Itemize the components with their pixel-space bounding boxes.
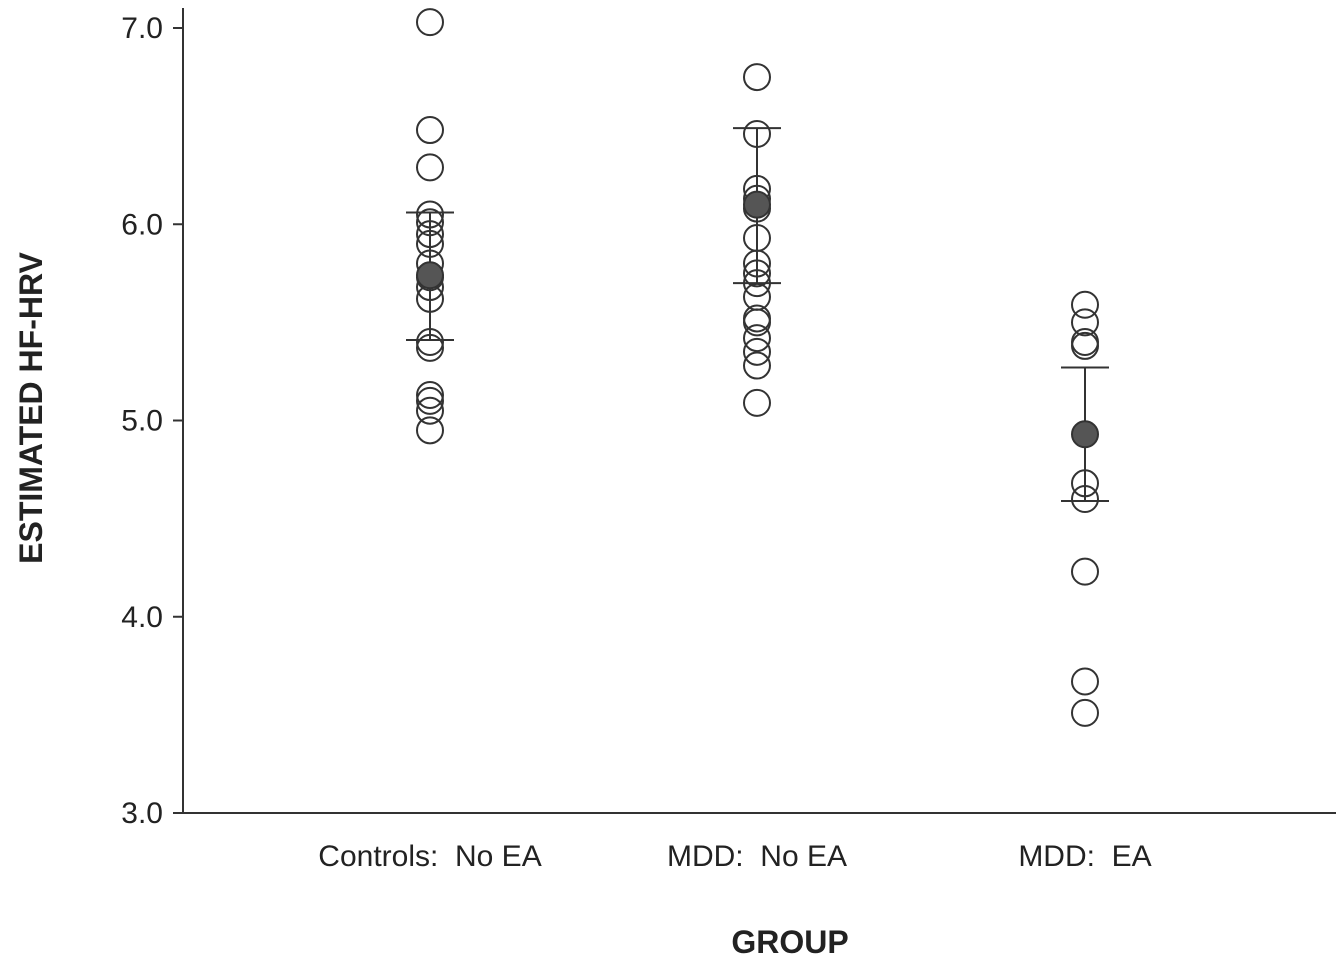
data-point [416,396,444,425]
x-axis-labels: Controls: No EA MDD: No EA MDD: EA [318,840,1151,873]
x-tick-label: MDD: No EA [667,840,847,873]
data-point [1071,331,1099,360]
data-point [743,63,771,92]
y-axis-ticks: 3.0 4.0 5.0 6.0 7.0 [121,12,183,830]
data-groups [406,8,1109,727]
x-axis-title: GROUP [731,924,848,960]
group-3 [1061,290,1109,727]
data-point [416,380,444,409]
data-point [416,8,444,37]
data-point [1071,667,1099,696]
axes [182,8,1336,814]
data-point [743,324,771,353]
y-tick-label: 5.0 [121,405,163,438]
mean-point [1071,420,1099,449]
data-point [1071,308,1099,337]
group-2 [733,63,781,417]
data-point [743,337,771,366]
data-point [416,416,444,445]
data-point [1071,698,1099,727]
y-tick-label: 6.0 [121,208,163,241]
data-point [743,351,771,380]
data-point [416,386,444,415]
x-tick-label: MDD: EA [1018,840,1151,873]
data-point [1071,557,1099,586]
mean-point [416,261,444,290]
y-axis-title: ESTIMATED HF-HRV [13,251,49,563]
y-tick-label: 7.0 [121,12,163,45]
data-point [743,308,771,337]
data-point [1071,290,1099,319]
x-tick-label: Controls: No EA [318,840,541,873]
mean-point [743,190,771,219]
data-point [743,388,771,417]
y-tick-label: 3.0 [121,797,163,830]
y-tick-label: 4.0 [121,601,163,634]
group-1 [406,8,454,445]
data-point [416,153,444,182]
data-point [416,116,444,145]
